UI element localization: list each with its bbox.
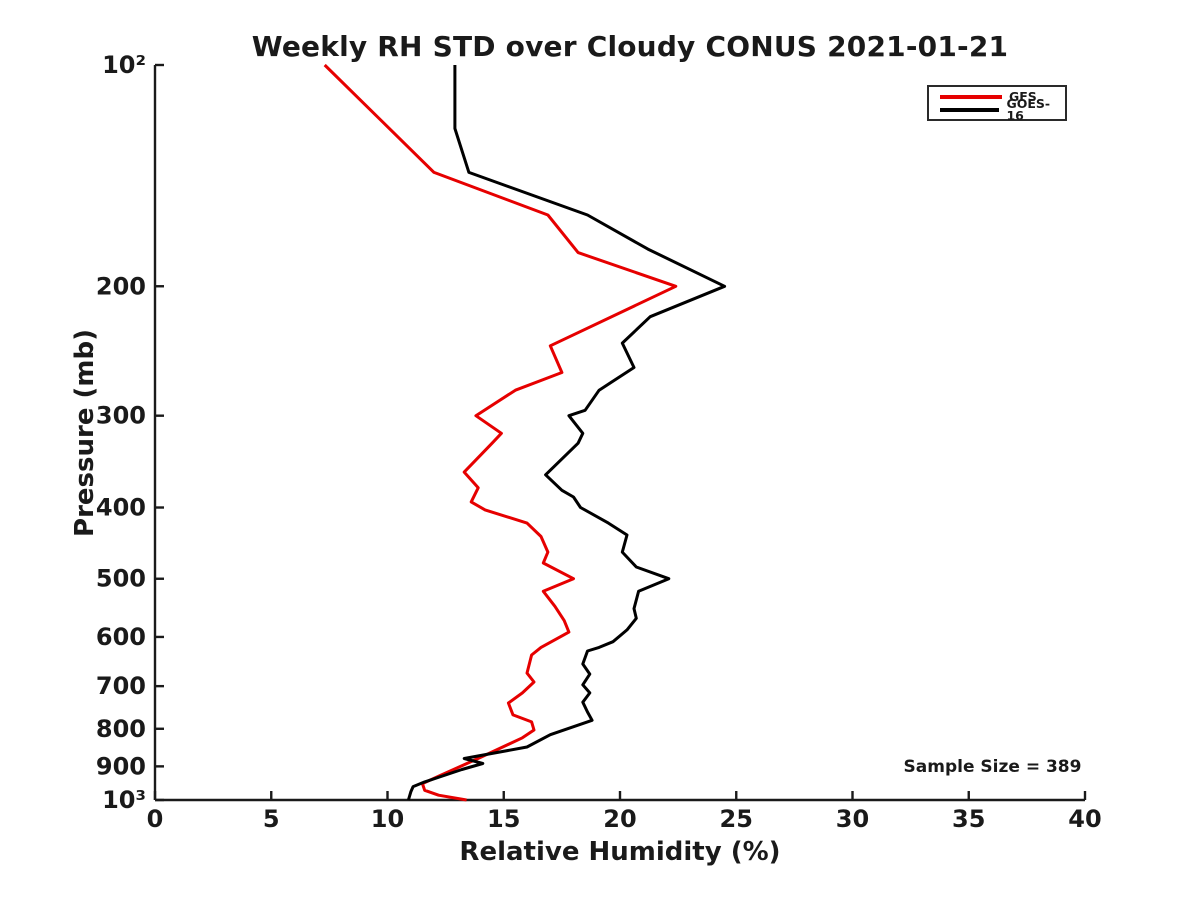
x-axis-label: Relative Humidity (%) [459, 837, 781, 867]
chart-title: Weekly RH STD over Cloudy CONUS 2021-01-… [251, 30, 1009, 63]
y-tick-label: 900 [96, 752, 146, 780]
y-tick-label: 10² [102, 51, 146, 79]
y-tick-label: 300 [96, 402, 146, 430]
x-tick-label: 35 [952, 805, 985, 833]
y-tick-label: 700 [96, 672, 146, 700]
legend-item-gfs: GFS [929, 90, 1065, 103]
x-tick-label: 40 [1068, 805, 1101, 833]
legend-item-label: GFS [1009, 88, 1037, 104]
series-line-gfs [323, 63, 678, 802]
legend-item-goes-16: GOES-16 [929, 97, 1065, 121]
y-axis-label: Pressure (mb) [70, 329, 100, 537]
x-tick-label: 10 [371, 805, 404, 833]
x-tick-label: 0 [147, 805, 164, 833]
x-tick-label: 5 [263, 805, 280, 833]
sample-size-annotation: Sample Size = 389 [903, 757, 1082, 777]
legend-item-label: GOES-16 [1006, 95, 1051, 123]
y-tick-label: 600 [96, 623, 146, 651]
legend-line-swatch [940, 94, 1002, 99]
legend-line-swatch [940, 107, 1000, 112]
y-tick-label: 400 [96, 494, 146, 522]
y-tick-label: 200 [96, 272, 146, 300]
series-line-goes-16 [406, 65, 727, 801]
x-tick-label: 30 [836, 805, 869, 833]
y-tick-label: 10³ [102, 786, 146, 814]
y-tick-label: 500 [96, 565, 146, 593]
x-tick-label: 15 [487, 805, 520, 833]
y-tick-label: 800 [96, 715, 146, 743]
x-tick-label: 25 [720, 805, 753, 833]
legend: GFS GOES-16 [927, 85, 1067, 121]
x-tick-label: 20 [603, 805, 636, 833]
